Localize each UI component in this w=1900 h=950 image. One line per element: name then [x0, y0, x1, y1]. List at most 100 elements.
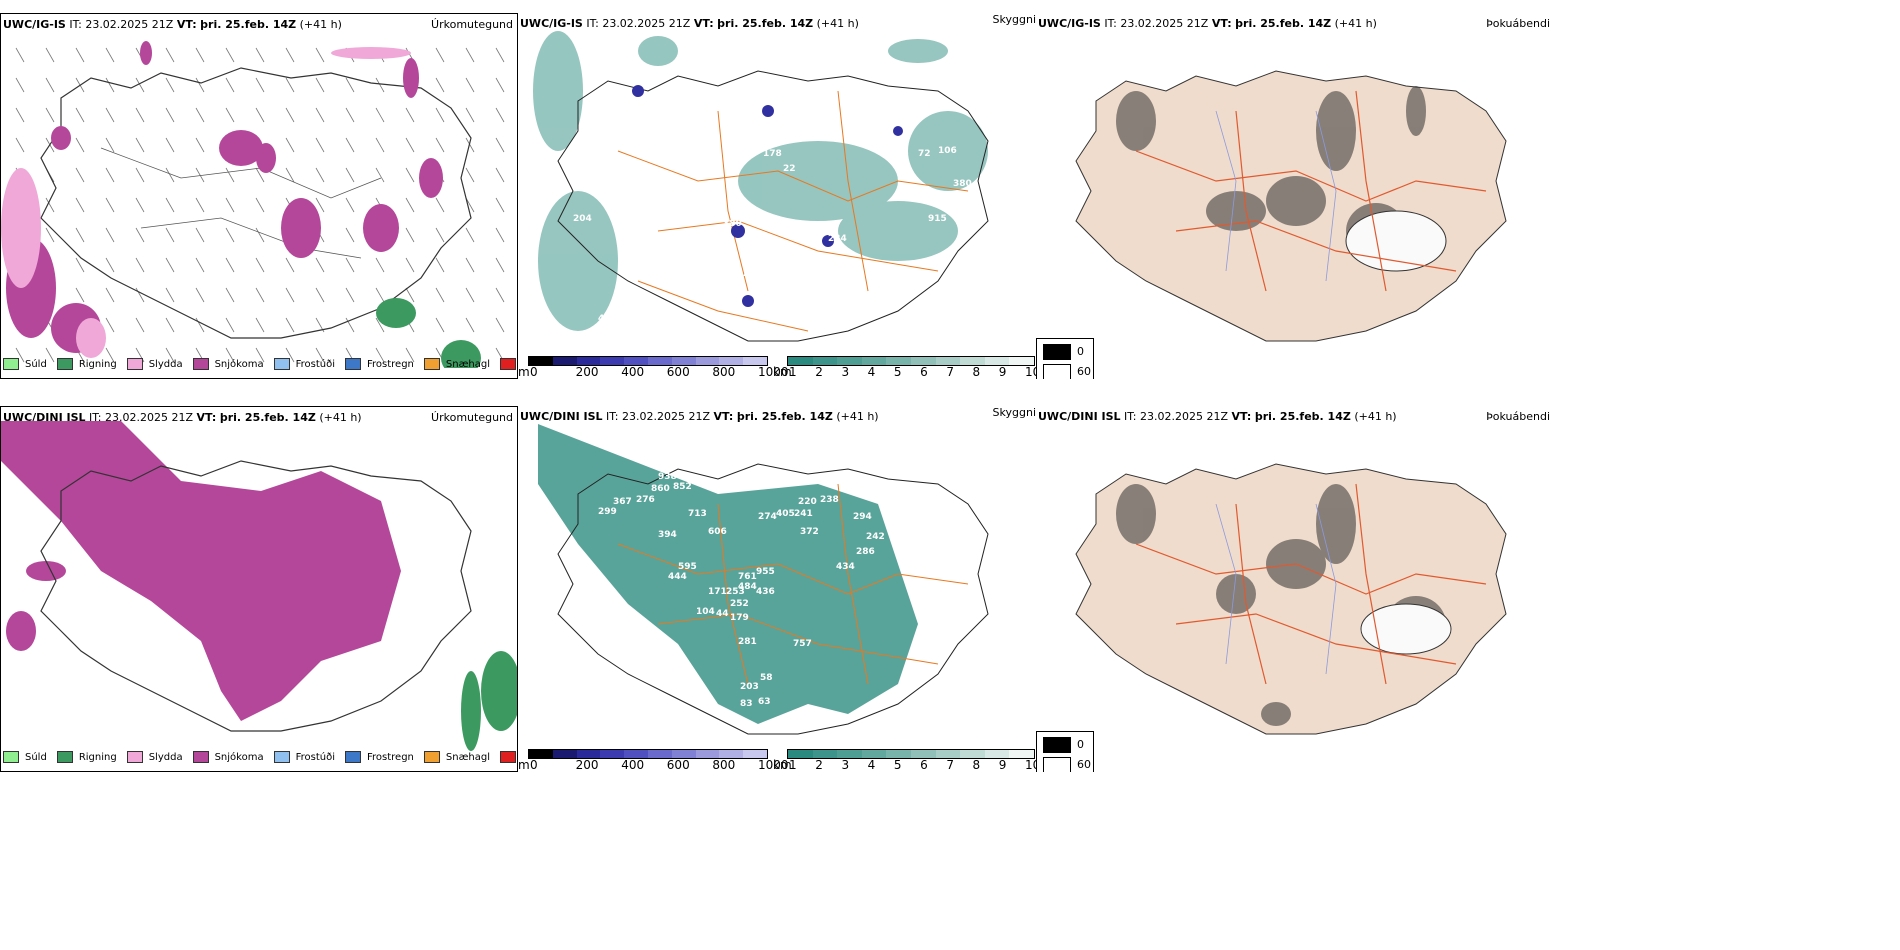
legend-swatch [273, 358, 290, 370]
vis-label: 44 [716, 609, 729, 619]
colorbar-tick: 5 [893, 365, 902, 379]
precip-blobs [6, 41, 443, 353]
colorbar-tick: 0 [530, 365, 538, 379]
legend-label: Súld [25, 751, 47, 763]
panel-label-fog: Þokuábendi [1486, 410, 1550, 423]
panel-title: UWC/IG-IS IT: 23.02.2025 21Z VT: þri. 25… [520, 17, 859, 30]
fog-legend-swatch [1043, 737, 1071, 753]
visibility-panel-row1: UWC/IG-IS IT: 23.02.2025 21Z VT: þri. 25… [518, 13, 1036, 379]
vis-label: 606 [708, 527, 727, 537]
legend-swatch [273, 751, 290, 763]
colorbar-tick: 600 [666, 365, 690, 379]
colorbar-tick: 200 [575, 758, 599, 772]
legend-item: Frostregn [345, 751, 414, 763]
legend-item: Rigning [56, 751, 117, 763]
colorbar-tick: 800 [712, 758, 736, 772]
legend-item: Snæhagl [423, 751, 491, 763]
vis-label: 434 [836, 562, 855, 572]
fog-legend: 0 60 [1036, 731, 1094, 772]
precip-map [1, 41, 505, 368]
panel-title: UWC/IG-IS IT: 23.02.2025 21Z VT: þri. 25… [1038, 17, 1377, 30]
legend-label: Frostúði [295, 751, 335, 763]
legend-item: Snjókoma [192, 358, 264, 370]
colorbar-tick: 0 [530, 758, 538, 772]
precip-panel-row1: UWC/IG-IS IT: 23.02.2025 21Z VT: þri. 25… [0, 13, 518, 379]
vis-label: 63 [758, 697, 771, 707]
legend-label: Snjókoma [214, 358, 264, 370]
vis-label: 276 [636, 495, 655, 505]
colorbar-tick: 10 [1025, 758, 1036, 772]
colorbar-tick: 10 [1025, 365, 1036, 379]
colorbar-tick: 9 [998, 365, 1007, 379]
vis-label: 433 [938, 557, 957, 567]
vis-label: 469 [636, 442, 655, 452]
colorbar-tick: 1000 [758, 758, 789, 772]
vis-label: 938 [658, 472, 677, 482]
legend-label: Frostregn [367, 751, 414, 763]
panel-title: UWC/DINI ISL IT: 23.02.2025 21Z VT: þri.… [520, 410, 879, 423]
legend-item: Frostregn [345, 358, 414, 370]
vis-label: 220 [798, 497, 817, 507]
legend-swatch [126, 751, 143, 763]
colorbar-tick: 3 [841, 365, 850, 379]
vis-label: 285 [910, 582, 929, 592]
visibility-panel-row2: UWC/DINI ISL IT: 23.02.2025 21Z VT: þri.… [518, 406, 1036, 772]
colorbar-tick: 5 [893, 758, 902, 772]
legend-swatch [56, 751, 73, 763]
legend-swatch [423, 358, 440, 370]
precip-map [1, 421, 517, 751]
vis-label: 405 [776, 509, 795, 519]
legend-swatch [126, 358, 143, 370]
vis-label: 204 [573, 214, 592, 224]
vis-label: 367 [613, 497, 632, 507]
vis-label: 104 [696, 607, 715, 617]
legend-label: Frostregn [367, 358, 414, 370]
vis-label: 252 [730, 599, 749, 609]
vis-label: 281 [738, 637, 757, 647]
vis-label: 253 [726, 587, 745, 597]
vis-label: 241 [794, 509, 813, 519]
fog-legend-label: 60 [1077, 758, 1091, 771]
vis-label: 372 [800, 527, 819, 537]
legend-item: Slydda [126, 358, 183, 370]
vis-label: 234 [828, 234, 847, 244]
vis-label: 336 [618, 442, 637, 452]
fog-map [1075, 70, 1507, 342]
legend-label: Slydda [148, 358, 183, 370]
ceiling-colorbar: m 0 200 400 600 800 1000 [518, 356, 789, 379]
panel-title: UWC/DINI ISL IT: 23.02.2025 21Z VT: þri.… [3, 411, 362, 424]
vis-label: 107 [950, 542, 969, 552]
legend-label: Snæhagl [445, 751, 491, 763]
vis-label: 444 [668, 572, 687, 582]
legend-item: Frostúði [273, 358, 335, 370]
fog-map [1075, 463, 1507, 735]
precip-legend: Súld Rigning Slydda Snjókoma Frostúði Frostre… [3, 745, 517, 769]
colorbar-tick: 3 [841, 758, 850, 772]
colorbar-tick: 8 [972, 758, 981, 772]
colorbar-tick: 2 [815, 758, 823, 772]
vis-label: 325 [903, 567, 922, 577]
colorbar-tick: 600 [666, 758, 690, 772]
vis-label: 484 [738, 582, 757, 592]
visibility-map: 50 92 133 53 31 380 178 22 106 72 204 29… [533, 31, 989, 342]
colorbar-tick: 800 [712, 365, 736, 379]
ceiling-colorbar: m 0 200 400 600 800 1000 [518, 749, 789, 772]
vis-label: 171 [708, 587, 727, 597]
vis-label: 380 [953, 179, 972, 189]
vis-label: 955 [756, 567, 775, 577]
legend-label: Rigning [78, 751, 117, 763]
panel-label-fog: Þokuábendi [1486, 17, 1550, 30]
vis-label: 18 [763, 219, 776, 229]
colorbar-tick: 2 [815, 365, 823, 379]
visibility-colorbar: km 1 2 3 4 5 6 7 8 9 10 [773, 356, 1036, 379]
legend-swatch [345, 751, 361, 763]
legend-label: Snæhagl [445, 358, 491, 370]
legend-swatch [56, 358, 73, 370]
colorbar-tick: 200 [575, 365, 599, 379]
panel-label-visibility: Skyggni [992, 406, 1036, 419]
colorbar-tick: 1 [789, 758, 797, 772]
precip-panel-row2: UWC/DINI ISL IT: 23.02.2025 21Z VT: þri.… [0, 406, 518, 772]
vis-label: 915 [928, 214, 947, 224]
vis-label: 860 [651, 484, 670, 494]
legend-item: Rigning [56, 358, 117, 370]
